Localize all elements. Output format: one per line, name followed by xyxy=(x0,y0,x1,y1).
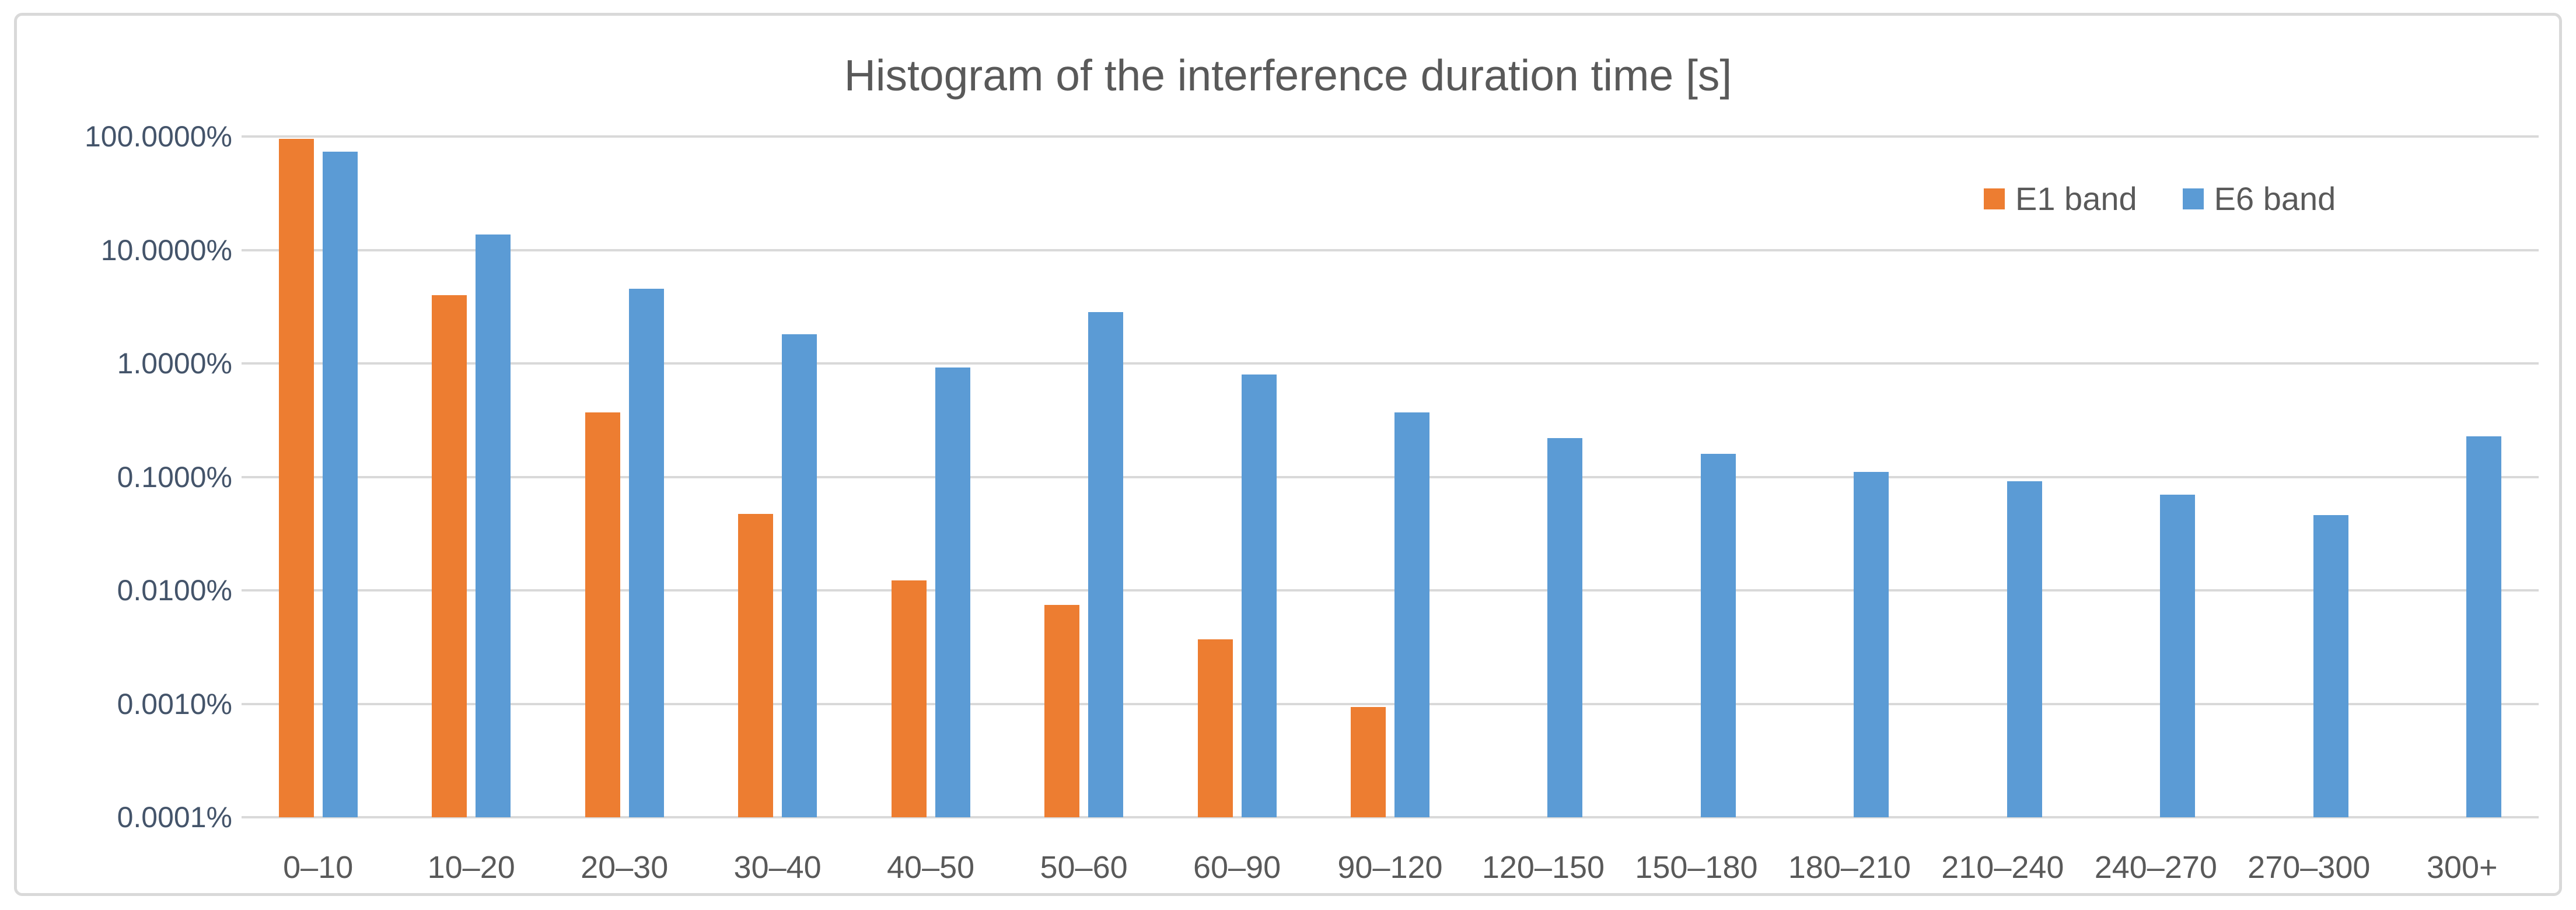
bar-e6-band-240-270 xyxy=(2160,494,2196,817)
bar-e6-band-120-150 xyxy=(1547,438,1583,817)
y-tick-label: 1.0000% xyxy=(117,347,232,380)
legend-label: E1 band xyxy=(2015,180,2137,217)
bar-e6-band-10-20 xyxy=(476,234,511,817)
x-tick-label: 50–60 xyxy=(1040,850,1128,885)
bar-e6-band-30-40 xyxy=(782,334,817,817)
gridline xyxy=(242,249,2539,251)
bar-e6-band-210-240 xyxy=(2007,481,2042,817)
x-tick-label: 240–270 xyxy=(2094,850,2217,885)
legend-label: E6 band xyxy=(2214,180,2336,217)
bar-e1-band-10-20 xyxy=(432,295,467,817)
bar-e1-band-50-60 xyxy=(1044,605,1080,817)
chart-title: Histogram of the interference duration t… xyxy=(844,51,1732,100)
x-tick-label: 120–150 xyxy=(1481,850,1605,885)
bar-e6-band-270-300 xyxy=(2313,515,2348,817)
bar-e6-band-0-10 xyxy=(322,152,358,817)
figure-border xyxy=(14,13,2562,896)
x-tick-label: 20–30 xyxy=(581,850,669,885)
x-tick-label: 60–90 xyxy=(1193,850,1281,885)
bar-e6-band-60-90 xyxy=(1241,374,1277,817)
y-tick-label: 0.1000% xyxy=(117,460,232,494)
x-tick-label: 150–180 xyxy=(1635,850,1758,885)
x-tick-label: 10–20 xyxy=(427,850,515,885)
gridline xyxy=(242,589,2539,592)
x-tick-label: 210–240 xyxy=(1941,850,2064,885)
bar-e6-band-40-50 xyxy=(935,368,970,817)
bar-e1-band-40-50 xyxy=(891,580,927,817)
bar-e6-band-150-180 xyxy=(1700,453,1736,817)
bar-e1-band-0-10 xyxy=(278,138,314,817)
y-tick-label: 0.0010% xyxy=(117,687,232,720)
bar-e1-band-60-90 xyxy=(1197,639,1233,817)
x-tick-label: 300+ xyxy=(2426,850,2498,885)
legend: E1 band E6 band xyxy=(1984,180,2336,218)
bar-e6-band-20-30 xyxy=(628,289,664,817)
legend-swatch-icon xyxy=(1984,188,2005,209)
y-tick-label: 0.0001% xyxy=(117,801,232,834)
bar-e6-band-90-120 xyxy=(1394,412,1429,817)
x-tick-label: 0–10 xyxy=(283,850,354,885)
gridline xyxy=(242,816,2539,818)
legend-swatch-icon xyxy=(2182,188,2204,209)
gridline xyxy=(242,362,2539,365)
x-tick-label: 270–300 xyxy=(2248,850,2371,885)
bar-e1-band-30-40 xyxy=(738,514,774,817)
gridline xyxy=(242,135,2539,138)
bar-e1-band-90-120 xyxy=(1351,706,1386,817)
y-tick-label: 10.0000% xyxy=(100,233,232,267)
y-tick-label: 100.0000% xyxy=(84,120,232,153)
legend-item: E6 band xyxy=(2182,180,2336,218)
x-tick-label: 90–120 xyxy=(1337,850,1443,885)
bar-e6-band-300+ xyxy=(2466,436,2502,817)
bar-e1-band-20-30 xyxy=(585,412,620,817)
x-tick-label: 40–50 xyxy=(887,850,975,885)
x-tick-label: 180–210 xyxy=(1788,850,1911,885)
bar-e6-band-50-60 xyxy=(1088,312,1124,817)
gridline xyxy=(242,702,2539,705)
bar-e6-band-180-210 xyxy=(1854,472,1889,817)
y-tick-label: 0.0100% xyxy=(117,574,232,607)
legend-item: E1 band xyxy=(1984,180,2137,218)
gridline xyxy=(242,475,2539,478)
x-tick-label: 30–40 xyxy=(733,850,822,885)
